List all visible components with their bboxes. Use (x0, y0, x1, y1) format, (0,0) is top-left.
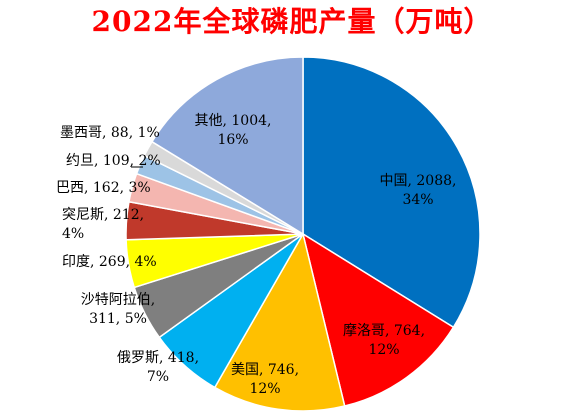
slice-label-line: 4% (62, 226, 84, 242)
slice-label-line: 巴西, 162, 3% (56, 180, 151, 196)
slice-label-6: 印度, 269, 4% (62, 254, 157, 270)
slice-label-4: 俄罗斯, 418, 7% (117, 350, 199, 385)
pie-slice-11 (150, 56, 304, 236)
chart-title: 2022年全球磷肥产量（万吨） (91, 5, 493, 38)
slice-label-line: 摩洛哥, 764, (343, 322, 425, 339)
pie-slice-3 (213, 231, 346, 412)
slice-label-line: 其他, 1004, (195, 113, 272, 129)
slice-label-9: 约旦, 109, 2% (66, 153, 161, 169)
slice-label-2: 摩洛哥, 764, 12% (343, 322, 425, 358)
slice-label-line: 7% (147, 369, 169, 385)
slice-label-line: 311, 5% (89, 311, 147, 327)
slice-label-line: 中国, 2088, (380, 173, 457, 189)
slice-label-10: 墨西哥, 88, 1% (60, 125, 160, 141)
pie-slice-1 (302, 56, 481, 329)
slice-label-line: 印度, 269, 4% (62, 254, 157, 270)
slice-label-7: 突尼斯, 212, 4% (62, 207, 144, 242)
slice-label-3: 美国, 746, 12% (231, 362, 299, 397)
slice-label-1: 中国, 2088, 34% (380, 173, 457, 208)
slice-label-line: 34% (402, 192, 433, 208)
slice-label-line: 16% (217, 132, 248, 148)
slice-label-line: 约旦, 109, 2% (66, 153, 161, 169)
slice-label-line: 美国, 746, (231, 362, 299, 378)
slice-label-line: 突尼斯, 212, (62, 207, 144, 223)
slice-label-line: 沙特阿拉伯, (81, 292, 155, 308)
slice-label-line: 12% (249, 381, 280, 397)
slice-label-line: 墨西哥, 88, 1% (60, 125, 160, 141)
slice-label-11: 其他, 1004, 16% (195, 113, 272, 148)
slice-label-line: 12% (368, 342, 399, 358)
slice-label-5: 沙特阿拉伯, 311, 5% (81, 292, 155, 327)
pie-slice-2 (301, 232, 455, 407)
slice-label-line: 俄罗斯, 418, (117, 350, 199, 366)
slice-label-8: 巴西, 162, 3% (56, 180, 151, 196)
